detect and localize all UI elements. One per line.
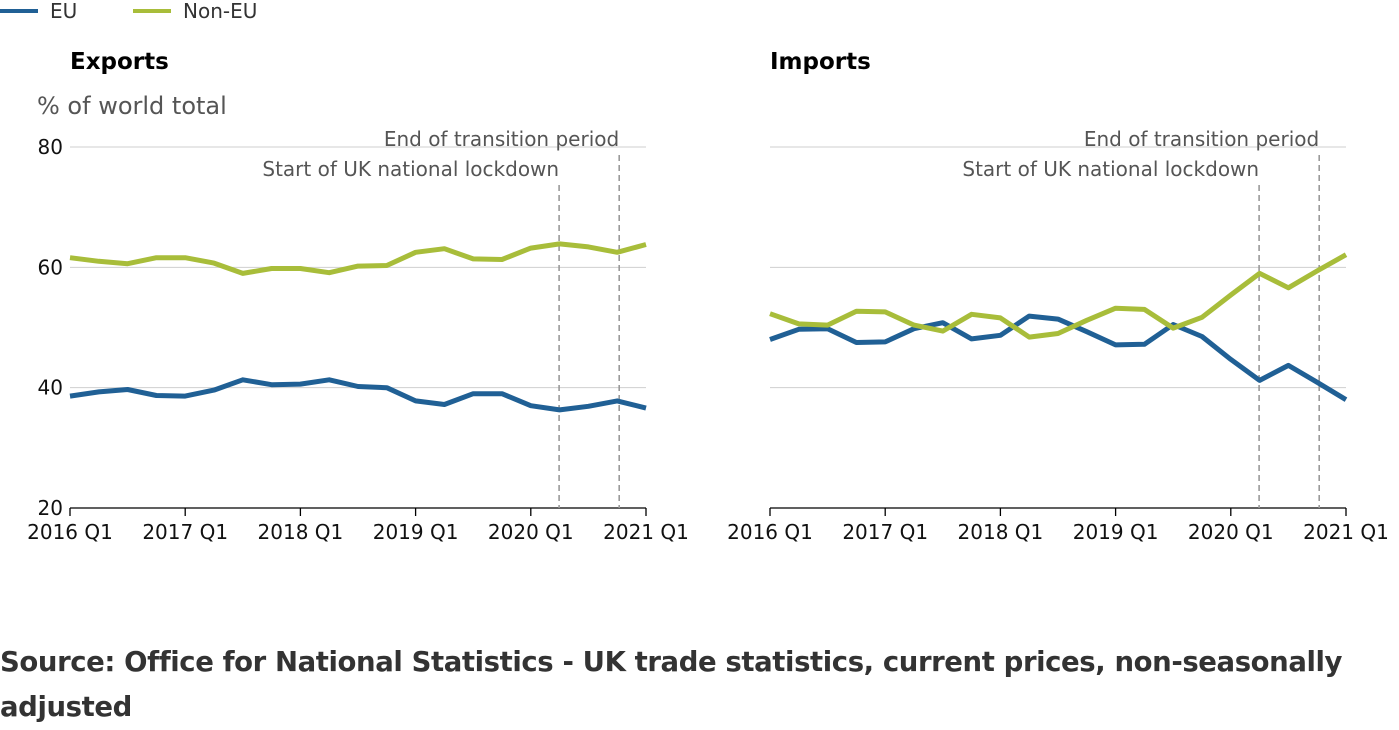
legend-label-eu: EU	[50, 0, 77, 23]
x-tick-label: 2017 Q1	[142, 520, 228, 544]
chart-panel-exports: Exports % of world total 20 40 60 80 2016 Q1 20…	[27, 49, 689, 544]
legend-label-non-eu: Non-EU	[183, 0, 257, 23]
x-tick-label: 2017 Q1	[842, 520, 928, 544]
y-tick-label: 80	[38, 135, 63, 159]
x-tick-label: 2019 Q1	[1073, 520, 1159, 544]
x-tick-label: 2019 Q1	[373, 520, 459, 544]
annotation-label: End of transition period	[1084, 127, 1319, 151]
x-tick-label: 2021 Q1	[1303, 520, 1389, 544]
chart-panel-imports: Imports 2016 Q1 2017 Q1 2018 Q1 2019 Q1 2020 …	[727, 49, 1389, 544]
x-tick-label: 2020 Q1	[1188, 520, 1274, 544]
x-tick-label: 2018 Q1	[958, 520, 1044, 544]
chart: EU Non-EU Exports % of world total 20 40 60 8…	[0, 0, 1389, 544]
series-line-eu	[769, 313, 1348, 402]
series-line-non-eu	[769, 252, 1348, 340]
annotation-label: Start of UK national lockdown	[262, 157, 559, 181]
annotation-label: End of transition period	[384, 127, 619, 151]
panel-title: Imports	[770, 49, 871, 75]
series-line-eu	[69, 377, 647, 413]
x-tick-label: 2016 Q1	[27, 520, 113, 544]
source-note: Source: Office for National Statistics -…	[0, 646, 1343, 723]
x-tick-label: 2018 Q1	[258, 520, 344, 544]
legend: EU Non-EU	[0, 0, 257, 23]
x-tick-label: 2021 Q1	[603, 520, 689, 544]
x-tick-label: 2020 Q1	[488, 520, 574, 544]
panel-title: Exports	[70, 49, 169, 75]
y-tick-label: 40	[38, 376, 63, 400]
y-axis-label: % of world total	[37, 92, 227, 120]
y-tick-label: 60	[38, 255, 63, 279]
series-line-non-eu	[69, 241, 647, 276]
x-tick-label: 2016 Q1	[727, 520, 813, 544]
annotation-label: Start of UK national lockdown	[962, 157, 1259, 181]
y-tick-label: 20	[38, 496, 63, 520]
